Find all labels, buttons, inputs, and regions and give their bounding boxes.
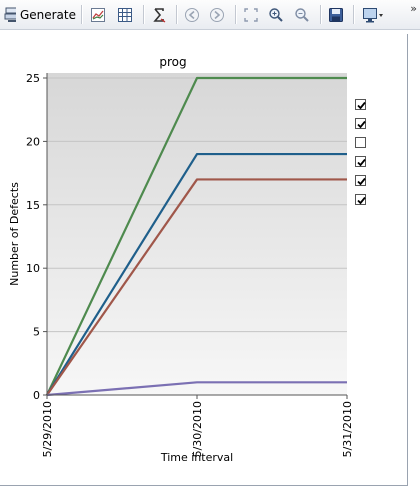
panel-border <box>0 485 408 486</box>
toolbar: Generate <box>0 0 420 30</box>
toolbar-overflow-icon[interactable]: » <box>410 2 417 15</box>
toolbar-separator <box>320 5 322 24</box>
y-tick-label: 20 <box>26 135 40 148</box>
y-tick-label: 5 <box>33 326 40 339</box>
arrow-right-icon <box>210 7 224 22</box>
forward-button[interactable] <box>207 4 227 25</box>
generate-report-icon <box>4 7 16 22</box>
series-line <box>46 76 347 396</box>
checkmark-icon <box>357 158 366 167</box>
chart-view-button[interactable] <box>88 4 108 25</box>
line-chart-icon <box>91 7 105 22</box>
checkmark-icon <box>357 101 366 110</box>
toolbar-separator <box>353 5 355 24</box>
plot-area <box>47 73 347 395</box>
x-tick-label: 5/31/2010 <box>341 401 354 457</box>
zoom-out-button[interactable] <box>292 4 312 25</box>
checkmark-icon <box>357 177 366 186</box>
table-grid-icon <box>118 7 132 22</box>
arrow-left-icon <box>185 7 199 22</box>
x-tick-label: 5/29/2010 <box>41 401 54 457</box>
series-toggle-checkbox[interactable] <box>355 194 366 205</box>
series-toggle-checkbox[interactable] <box>355 175 366 186</box>
series-toggle-checkbox[interactable] <box>355 99 366 110</box>
panel-border <box>407 34 408 486</box>
checkmark-icon <box>357 196 366 205</box>
checkmark-icon <box>357 120 366 129</box>
x-tick-label: 5/30/2010 <box>191 401 204 457</box>
series-toggle-checkbox[interactable] <box>355 137 366 148</box>
toolbar-separator <box>176 5 178 24</box>
series-toggle-checkbox[interactable] <box>355 118 366 129</box>
summary-button[interactable] <box>149 4 169 25</box>
toolbar-separator <box>81 5 83 24</box>
generate-button[interactable]: Generate <box>4 4 76 25</box>
save-icon <box>329 7 343 22</box>
monitor-settings-icon <box>363 7 383 22</box>
y-tick-label: 25 <box>26 72 40 85</box>
series-line <box>46 381 347 397</box>
fit-to-window-icon <box>244 7 258 22</box>
y-tick-label: 0 <box>33 389 40 402</box>
generate-label: Generate <box>19 7 76 22</box>
table-view-button[interactable] <box>115 4 135 25</box>
zoom-out-icon <box>295 7 309 22</box>
sigma-icon <box>153 7 166 23</box>
toolbar-separator <box>143 5 145 24</box>
fit-button[interactable] <box>241 4 261 25</box>
series-toggle-checkbox[interactable] <box>355 156 366 167</box>
back-button[interactable] <box>182 4 202 25</box>
toolbar-separator <box>235 5 237 24</box>
chart-title: prog <box>159 55 186 69</box>
save-button[interactable] <box>326 4 346 25</box>
zoom-in-icon <box>269 7 283 22</box>
series-line <box>46 178 347 396</box>
y-tick-label: 15 <box>26 199 40 212</box>
y-tick-label: 10 <box>26 262 40 275</box>
series-line <box>46 152 347 396</box>
y-axis-label: Number of Defects <box>8 182 21 286</box>
x-axis-label: Time interval <box>160 451 233 464</box>
zoom-in-button[interactable] <box>266 4 286 25</box>
display-options-button[interactable] <box>360 4 386 25</box>
